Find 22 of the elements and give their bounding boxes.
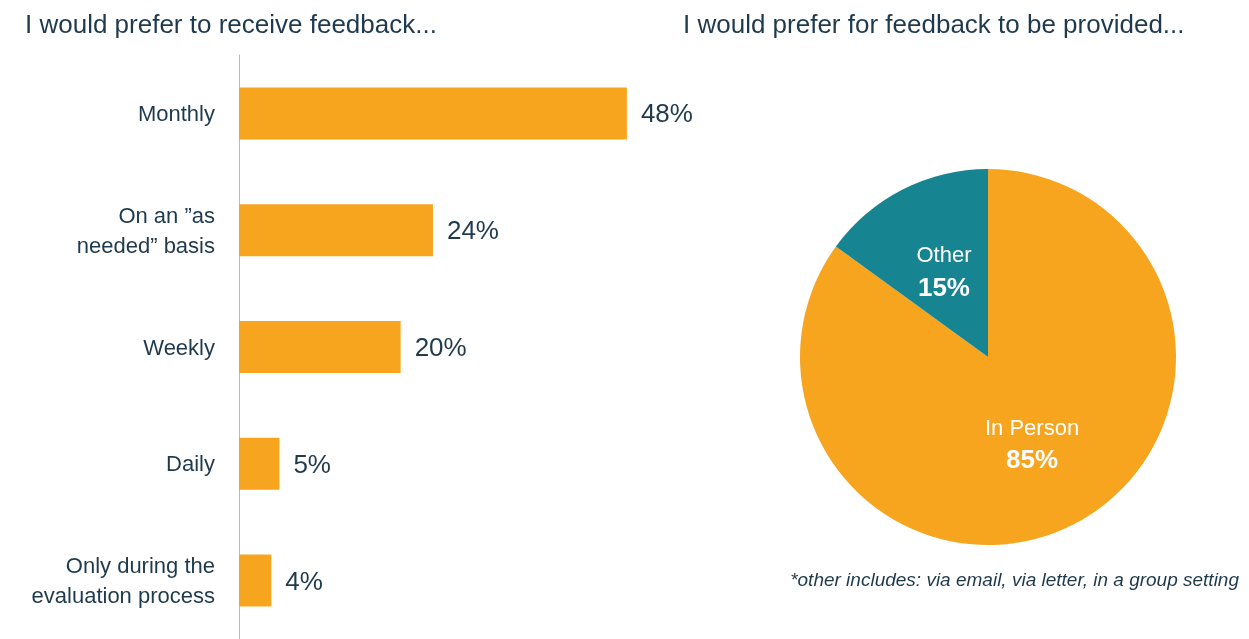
y-tick-label: On an ”as needed” basis xyxy=(76,202,215,258)
y-tick-label: Weekly xyxy=(143,334,215,360)
data-label: 15% xyxy=(917,271,970,302)
y-tick-label: Only during the evaluation process xyxy=(31,553,215,609)
data-label: 5% xyxy=(293,448,331,479)
chart-title: I would prefer for feedback to be provided... xyxy=(683,9,1185,39)
data-label: 4% xyxy=(285,565,323,596)
y-tick-label: Monthly xyxy=(137,100,215,126)
y-tick-label: Daily xyxy=(166,451,215,477)
data-label: 85% xyxy=(1006,444,1059,475)
bar xyxy=(239,554,272,607)
data-label: 24% xyxy=(446,215,499,246)
slice-label: Other xyxy=(916,242,972,268)
slice-label: In Person xyxy=(984,414,1080,440)
bar xyxy=(239,87,627,140)
bar xyxy=(239,437,280,490)
text: *other includes: via email, via letter, in a group setting xyxy=(790,569,1240,590)
chart-title: I would prefer to receive feedback... xyxy=(25,9,437,39)
bar xyxy=(239,204,433,257)
data-label: 20% xyxy=(414,332,467,362)
data-label: 48% xyxy=(640,98,693,129)
bar xyxy=(239,321,401,373)
